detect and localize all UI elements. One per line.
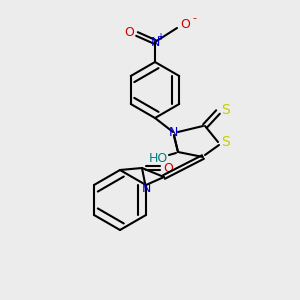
Text: -: - [192, 13, 196, 23]
Text: O: O [180, 17, 190, 31]
Text: S: S [222, 103, 230, 117]
Text: N: N [150, 35, 160, 49]
Text: O: O [124, 26, 134, 38]
Text: +: + [156, 32, 164, 42]
Text: N: N [141, 182, 151, 195]
Text: S: S [222, 135, 230, 149]
Text: O: O [163, 161, 173, 175]
Text: HO: HO [148, 152, 168, 164]
Text: N: N [168, 125, 178, 139]
